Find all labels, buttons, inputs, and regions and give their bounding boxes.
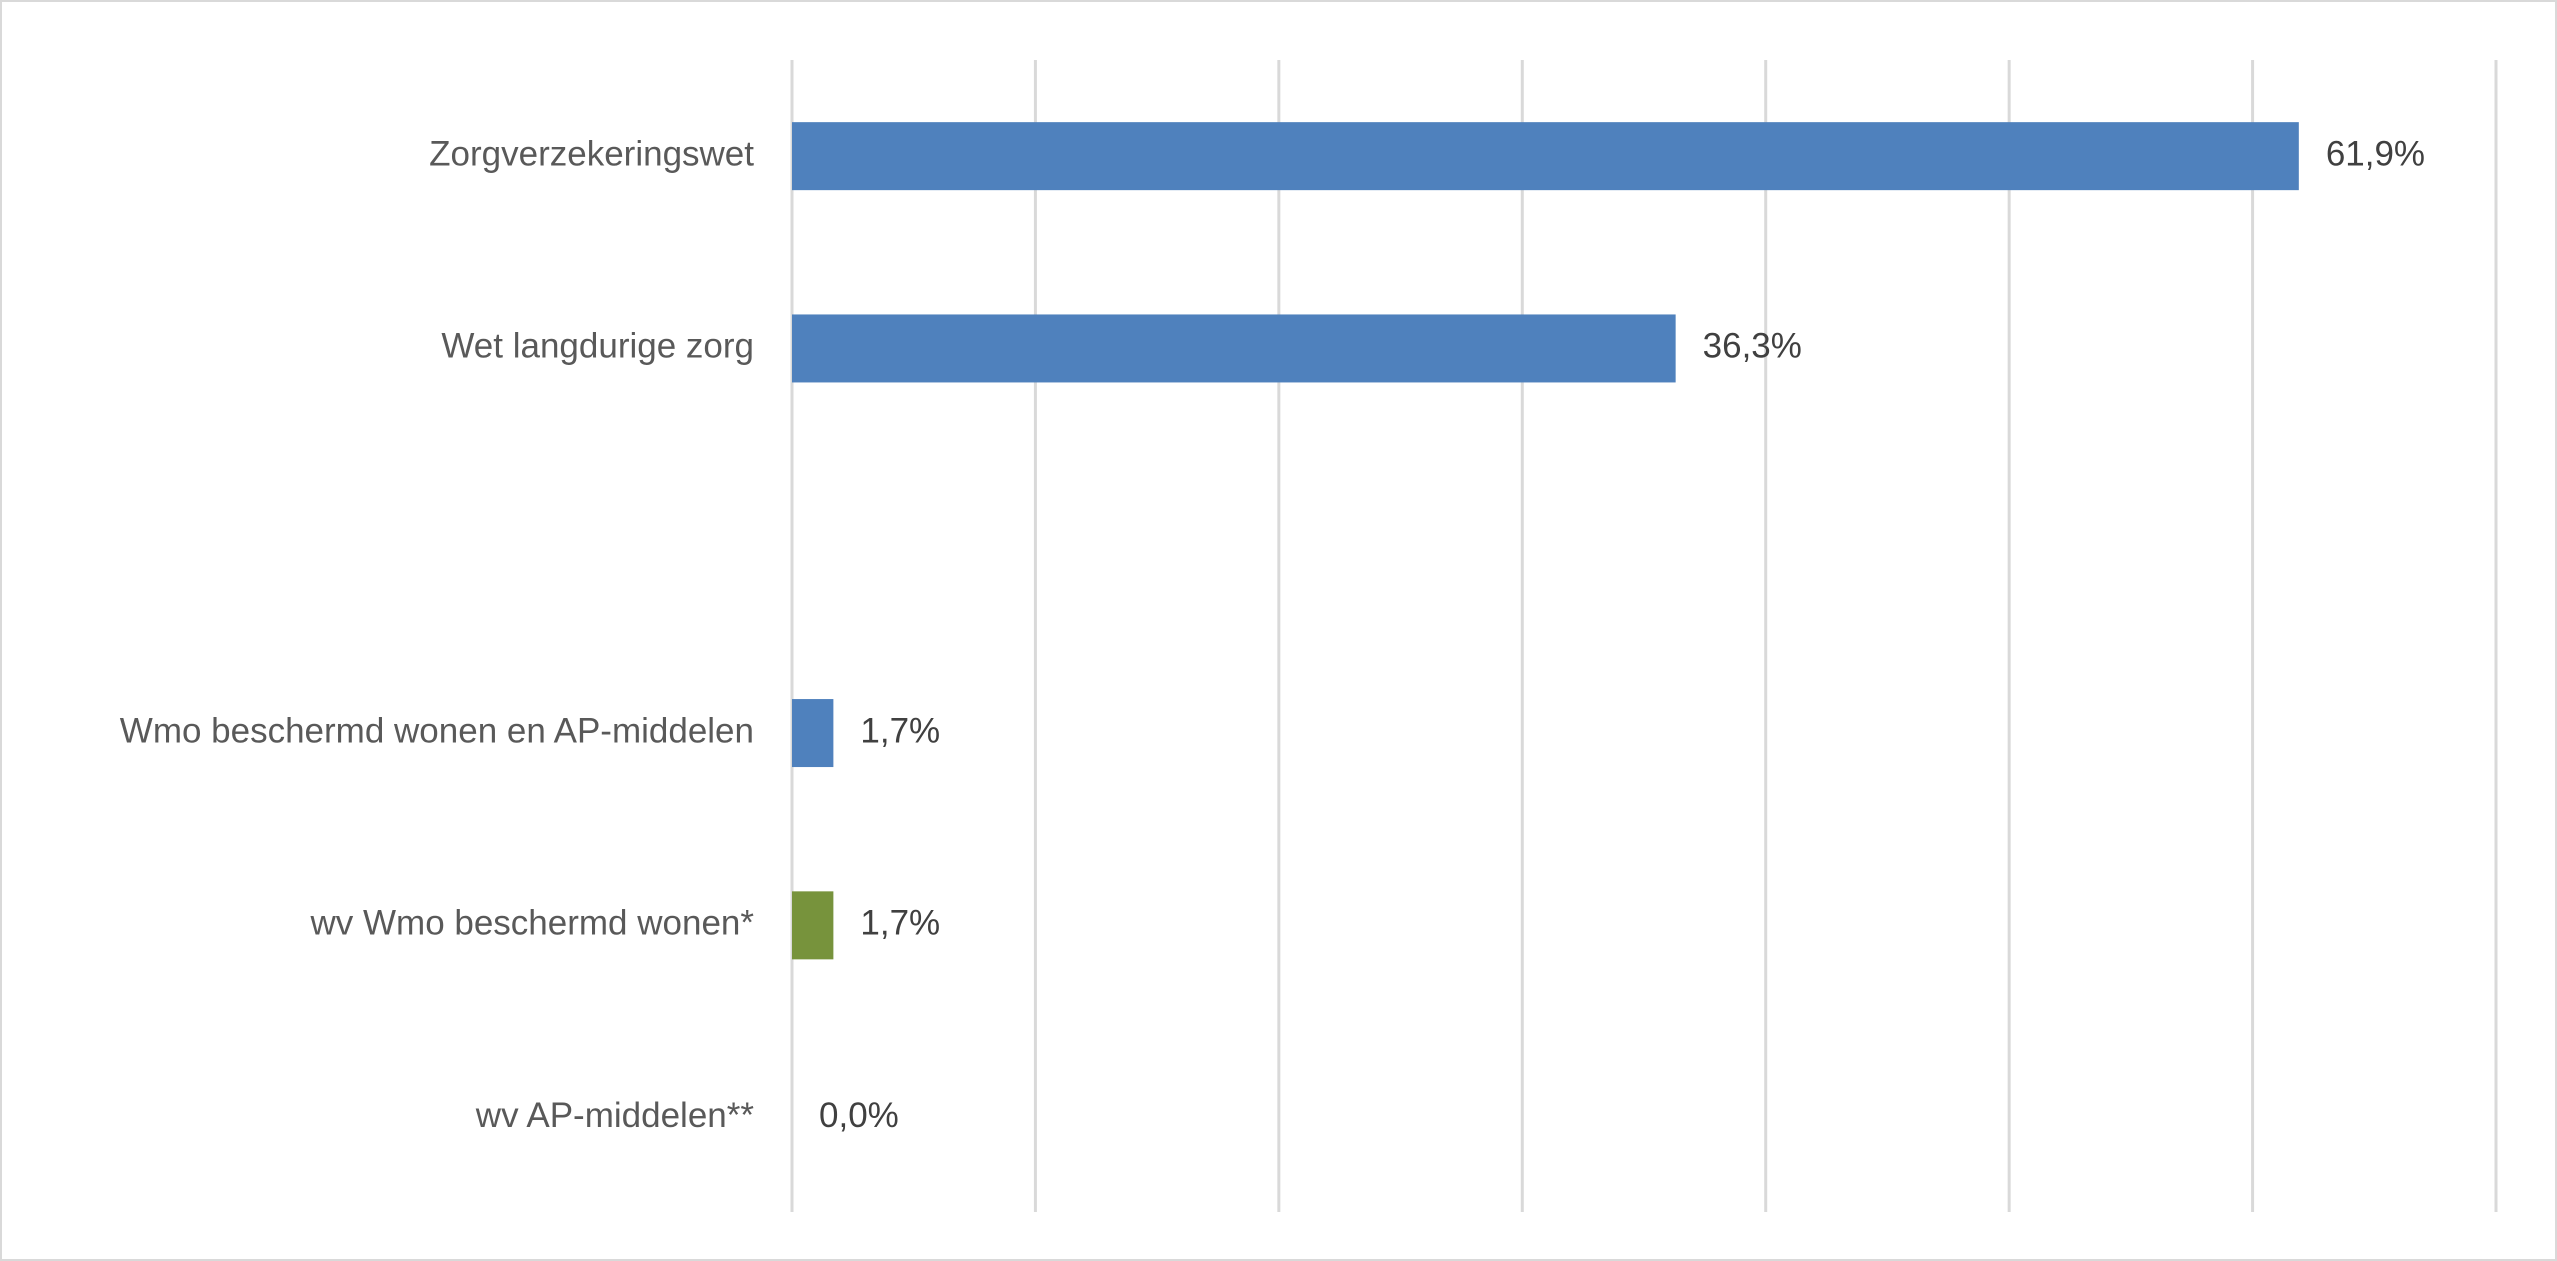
bars <box>792 122 2299 960</box>
data-label: 1,7% <box>860 711 940 750</box>
category-label: wv Wmo beschermd wonen* <box>310 904 755 943</box>
category-label: wv AP-middelen** <box>475 1096 755 1135</box>
category-label: Wmo beschermd wonen en AP-middelen <box>120 711 754 750</box>
data-label: 61,9% <box>2326 134 2425 173</box>
bar <box>792 891 834 960</box>
category-label: Wet langdurige zorg <box>441 327 754 366</box>
labels: Zorgverzekeringswet 61,9% Wet langdurige z… <box>120 134 2425 1135</box>
data-label: 1,7% <box>860 904 940 943</box>
data-label: 0,0% <box>819 1096 899 1135</box>
gridlines <box>790 60 2498 1212</box>
bar <box>792 314 1676 383</box>
data-label: 36,3% <box>1703 327 1802 366</box>
category-label: Zorgverzekeringswet <box>429 134 754 173</box>
bar <box>792 699 834 768</box>
bar <box>792 122 2299 191</box>
